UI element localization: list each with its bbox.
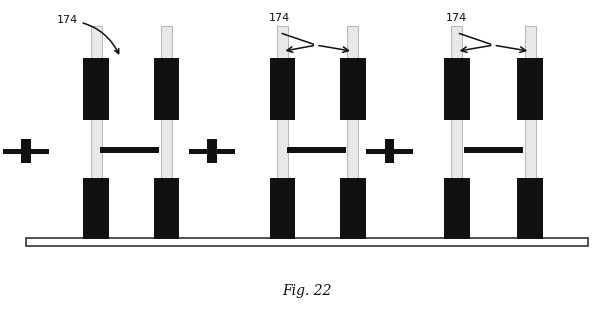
Bar [91, 118, 102, 178]
Bar [84, 58, 109, 120]
Bar [287, 146, 346, 153]
Bar [524, 26, 535, 58]
Bar [101, 146, 159, 153]
Bar [517, 178, 543, 239]
Bar [26, 238, 588, 246]
Bar [340, 58, 366, 120]
Text: Fig. 22: Fig. 22 [282, 284, 332, 298]
Bar [208, 140, 217, 163]
Bar [384, 140, 394, 163]
Bar [277, 26, 288, 58]
Bar [189, 149, 236, 154]
Bar [154, 178, 179, 239]
Bar [91, 26, 102, 58]
Bar [84, 178, 109, 239]
Bar [2, 149, 49, 154]
Bar [340, 178, 366, 239]
Bar [444, 178, 470, 239]
Bar [277, 118, 288, 178]
Text: 174: 174 [446, 13, 467, 23]
Bar [451, 26, 462, 58]
Bar [154, 58, 179, 120]
Text: 174: 174 [269, 13, 290, 23]
Bar [348, 118, 359, 178]
Bar [367, 149, 413, 154]
Bar [161, 118, 172, 178]
Bar [161, 26, 172, 58]
Text: 174: 174 [56, 15, 119, 54]
Bar [270, 58, 295, 120]
Bar [21, 140, 31, 163]
Bar [524, 118, 535, 178]
Bar [464, 146, 523, 153]
Bar [444, 58, 470, 120]
Bar [348, 26, 359, 58]
Bar [451, 118, 462, 178]
Bar [517, 58, 543, 120]
Bar [270, 178, 295, 239]
